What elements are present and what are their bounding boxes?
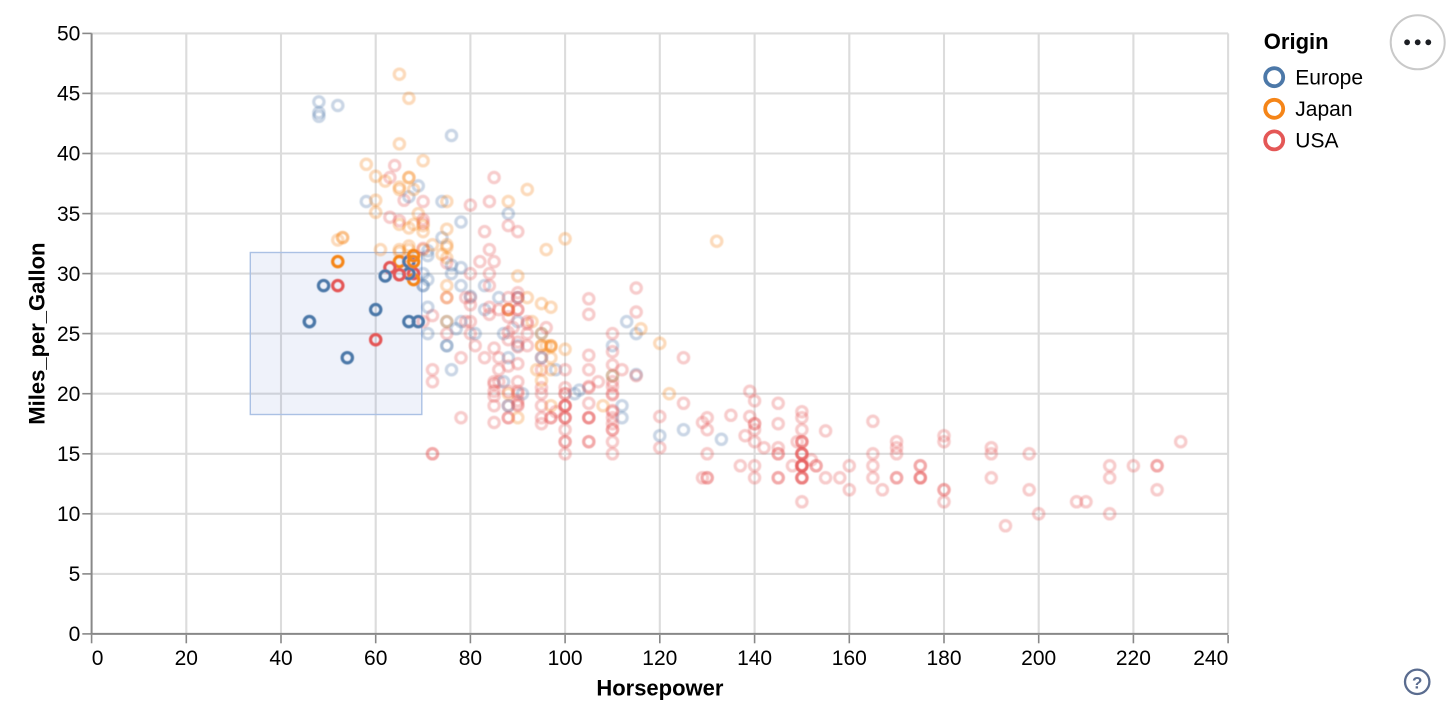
svg-text:30: 30: [57, 263, 80, 286]
svg-text:15: 15: [57, 443, 80, 466]
svg-text:35: 35: [57, 203, 80, 226]
svg-text:200: 200: [1021, 647, 1056, 670]
svg-text:Horsepower: Horsepower: [596, 676, 724, 701]
svg-text:40: 40: [57, 143, 80, 166]
svg-text:160: 160: [832, 647, 867, 670]
svg-text:50: 50: [57, 23, 80, 46]
svg-text:0: 0: [69, 623, 81, 646]
svg-text:100: 100: [548, 647, 583, 670]
svg-text:25: 25: [57, 323, 80, 346]
svg-text:45: 45: [57, 83, 80, 106]
svg-text:5: 5: [69, 563, 81, 586]
svg-text:0: 0: [92, 647, 104, 670]
svg-text:80: 80: [459, 647, 482, 670]
svg-text:120: 120: [642, 647, 677, 670]
svg-text:140: 140: [737, 647, 772, 670]
svg-text:240: 240: [1193, 647, 1228, 670]
svg-text:Japan: Japan: [1295, 98, 1352, 121]
svg-text:?: ?: [1412, 674, 1422, 693]
svg-text:Miles_per_Gallon: Miles_per_Gallon: [25, 243, 50, 425]
svg-text:220: 220: [1116, 647, 1151, 670]
svg-text:Europe: Europe: [1295, 66, 1363, 89]
svg-text:10: 10: [57, 503, 80, 526]
svg-text:USA: USA: [1295, 130, 1338, 153]
svg-text:60: 60: [364, 647, 387, 670]
svg-text:180: 180: [926, 647, 961, 670]
svg-text:20: 20: [175, 647, 198, 670]
svg-text:40: 40: [269, 647, 292, 670]
svg-text:20: 20: [57, 383, 80, 406]
svg-text:Origin: Origin: [1264, 29, 1329, 54]
